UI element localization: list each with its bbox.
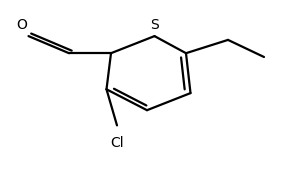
Text: Cl: Cl <box>110 136 124 150</box>
Text: S: S <box>150 18 159 32</box>
Text: O: O <box>16 18 27 32</box>
